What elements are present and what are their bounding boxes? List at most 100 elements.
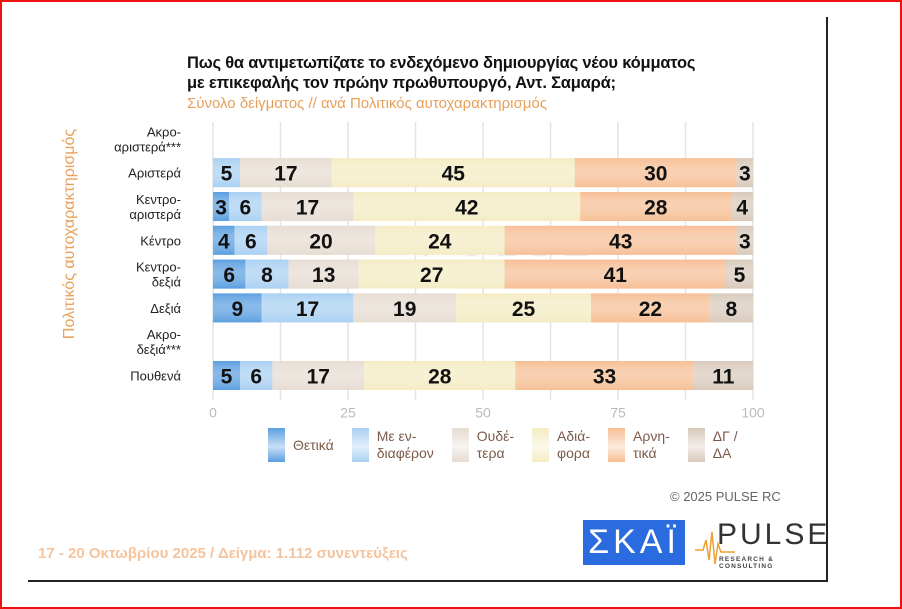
bar-segment-gloss xyxy=(504,225,737,255)
data-label: 6 xyxy=(245,230,257,253)
bar-segment-gloss xyxy=(693,361,753,390)
legend-item: Ουδέ-τερα xyxy=(451,428,515,462)
category-label: Ακρο- xyxy=(147,327,181,342)
data-label: 17 xyxy=(296,298,319,321)
category-label: Κέντρο xyxy=(140,233,181,248)
category-labels: Ακρο-αριστερά*** Αριστερά Κεντρο-αριστερά Κ… xyxy=(114,124,181,383)
bar-segment-gloss xyxy=(736,225,753,255)
pulse-logo: PULSE RESEARCH & CONSULTING xyxy=(695,518,827,570)
data-label: 45 xyxy=(442,163,466,186)
data-label: 8 xyxy=(261,264,273,287)
pulse-wave-icon xyxy=(695,531,735,565)
data-label: 24 xyxy=(428,230,452,253)
chart-title-line1: Πως θα αντιμετωπίζατε το ενδεχόμενο δημι… xyxy=(187,54,696,72)
x-tick-label: 50 xyxy=(475,404,491,420)
bar-segment-gloss xyxy=(591,293,710,323)
bars: 5 17 45 30 33 6 17 42 28 44 6 20 24 43 36 8 13 27 41 59 17 19… xyxy=(213,158,753,390)
category-label: δεξιά xyxy=(152,275,182,290)
fieldwork-note: 17 - 20 Οκτωβρίου 2025 / Δείγμα: 1.112 σ… xyxy=(38,545,408,562)
bar-segment-gloss xyxy=(213,259,246,289)
data-label: 30 xyxy=(644,163,667,186)
bar-segment-gloss xyxy=(364,361,516,390)
category-label: Κεντρο- xyxy=(136,260,181,275)
category-label: αριστερά*** xyxy=(114,139,181,154)
bar-segment-gloss xyxy=(245,259,289,289)
legend-swatch xyxy=(451,428,469,462)
bar-segment-gloss xyxy=(240,361,273,390)
data-label: 3 xyxy=(739,163,751,186)
bar-segment-gloss xyxy=(353,192,581,221)
bar-segment-gloss xyxy=(515,361,694,390)
bar-segment-gloss xyxy=(261,293,354,323)
data-label: 5 xyxy=(734,264,746,287)
category-label: Αριστερά xyxy=(128,166,181,181)
bar-segment-gloss xyxy=(456,293,591,323)
legend-label: ΔΓ / ΔΑ xyxy=(712,428,738,461)
bar-segment-gloss xyxy=(240,158,332,188)
legend-item: Αδιά-φορα xyxy=(532,428,590,462)
panel-right-border xyxy=(826,17,828,581)
data-label: 5 xyxy=(221,163,233,186)
bar-segment-gloss xyxy=(261,192,354,221)
data-label: 5 xyxy=(221,366,233,389)
copyright-text: © 2025 PULSE RC xyxy=(670,489,781,504)
pulse-logo-word: PULSE xyxy=(717,518,831,551)
bar-segment-gloss xyxy=(213,225,235,255)
data-label: 27 xyxy=(420,264,443,287)
data-label: 41 xyxy=(604,264,628,287)
skai-logo: ΣΚΑΪ xyxy=(583,520,685,565)
bar-segment-gloss xyxy=(288,259,359,289)
data-label: 28 xyxy=(428,366,452,389)
chart-title-line2: με επικεφαλής τον πρώην πρωθυπουργό, Αντ… xyxy=(187,74,616,92)
chart-legend: Θετικά Με εν-διαφέρον Ουδέ-τερα Αδιά-φορα Αρ… xyxy=(268,428,756,462)
bar-segment-gloss xyxy=(331,158,575,188)
bar-segment-gloss xyxy=(736,158,753,188)
bar-segment-gloss xyxy=(213,192,230,221)
bar-segment-gloss xyxy=(580,192,732,221)
bar-segment-gloss xyxy=(272,361,365,390)
x-tick-label: 25 xyxy=(340,404,356,420)
data-label: 17 xyxy=(307,366,330,389)
legend-label: Με εν-διαφέρον xyxy=(376,428,434,461)
legend-item: Αρνη-τικά xyxy=(608,428,670,462)
data-label: 3 xyxy=(739,230,751,253)
legend-swatch xyxy=(608,428,626,462)
legend-label: Ουδέ-τερα xyxy=(476,428,515,461)
data-label: 17 xyxy=(296,197,319,220)
category-label: Πουθενά xyxy=(130,369,181,384)
legend-swatch xyxy=(532,428,550,462)
data-label: 9 xyxy=(231,298,243,321)
legend-item: Με εν-διαφέρον xyxy=(351,428,434,462)
data-label: 6 xyxy=(250,366,262,389)
pulse-logo-subtitle: RESEARCH & CONSULTING xyxy=(719,556,774,570)
bar-segment-gloss xyxy=(267,225,375,255)
category-label: Δεξιά xyxy=(150,301,181,316)
legend-item: Θετικά xyxy=(268,428,334,462)
x-tick-labels: 0 25 50 75 100 xyxy=(209,404,765,420)
legend-label: Αρνη-τικά xyxy=(633,428,670,461)
bar-segment-gloss xyxy=(375,225,505,255)
data-label: 11 xyxy=(712,366,735,389)
bar-segment-gloss xyxy=(229,192,262,221)
legend-swatch xyxy=(687,428,705,462)
data-label: 22 xyxy=(639,298,662,321)
data-label: 17 xyxy=(274,163,297,186)
bar-segment-gloss xyxy=(213,293,262,323)
bar-segment-gloss xyxy=(358,259,505,289)
data-label: 4 xyxy=(218,230,230,253)
bar-segment-gloss xyxy=(213,158,240,188)
category-label: αριστερά xyxy=(129,207,181,222)
bar-segment-gloss xyxy=(731,192,753,221)
skai-logo-text: ΣΚΑΪ xyxy=(588,523,680,561)
category-label: δεξιά*** xyxy=(137,342,181,357)
data-label: 43 xyxy=(609,230,632,253)
stacked-bar-chart: 5 17 45 30 33 6 17 42 28 44 6 20 24 43 36 8 13 27 41 59 17 19… xyxy=(114,122,765,420)
bar-segment-gloss xyxy=(574,158,737,188)
data-label: 8 xyxy=(726,298,738,321)
bar-segment-gloss xyxy=(726,259,753,289)
data-label: 6 xyxy=(240,197,252,220)
data-label: 6 xyxy=(223,264,235,287)
bar-segment-gloss xyxy=(709,293,753,323)
legend-item: ΔΓ / ΔΑ xyxy=(687,428,738,462)
